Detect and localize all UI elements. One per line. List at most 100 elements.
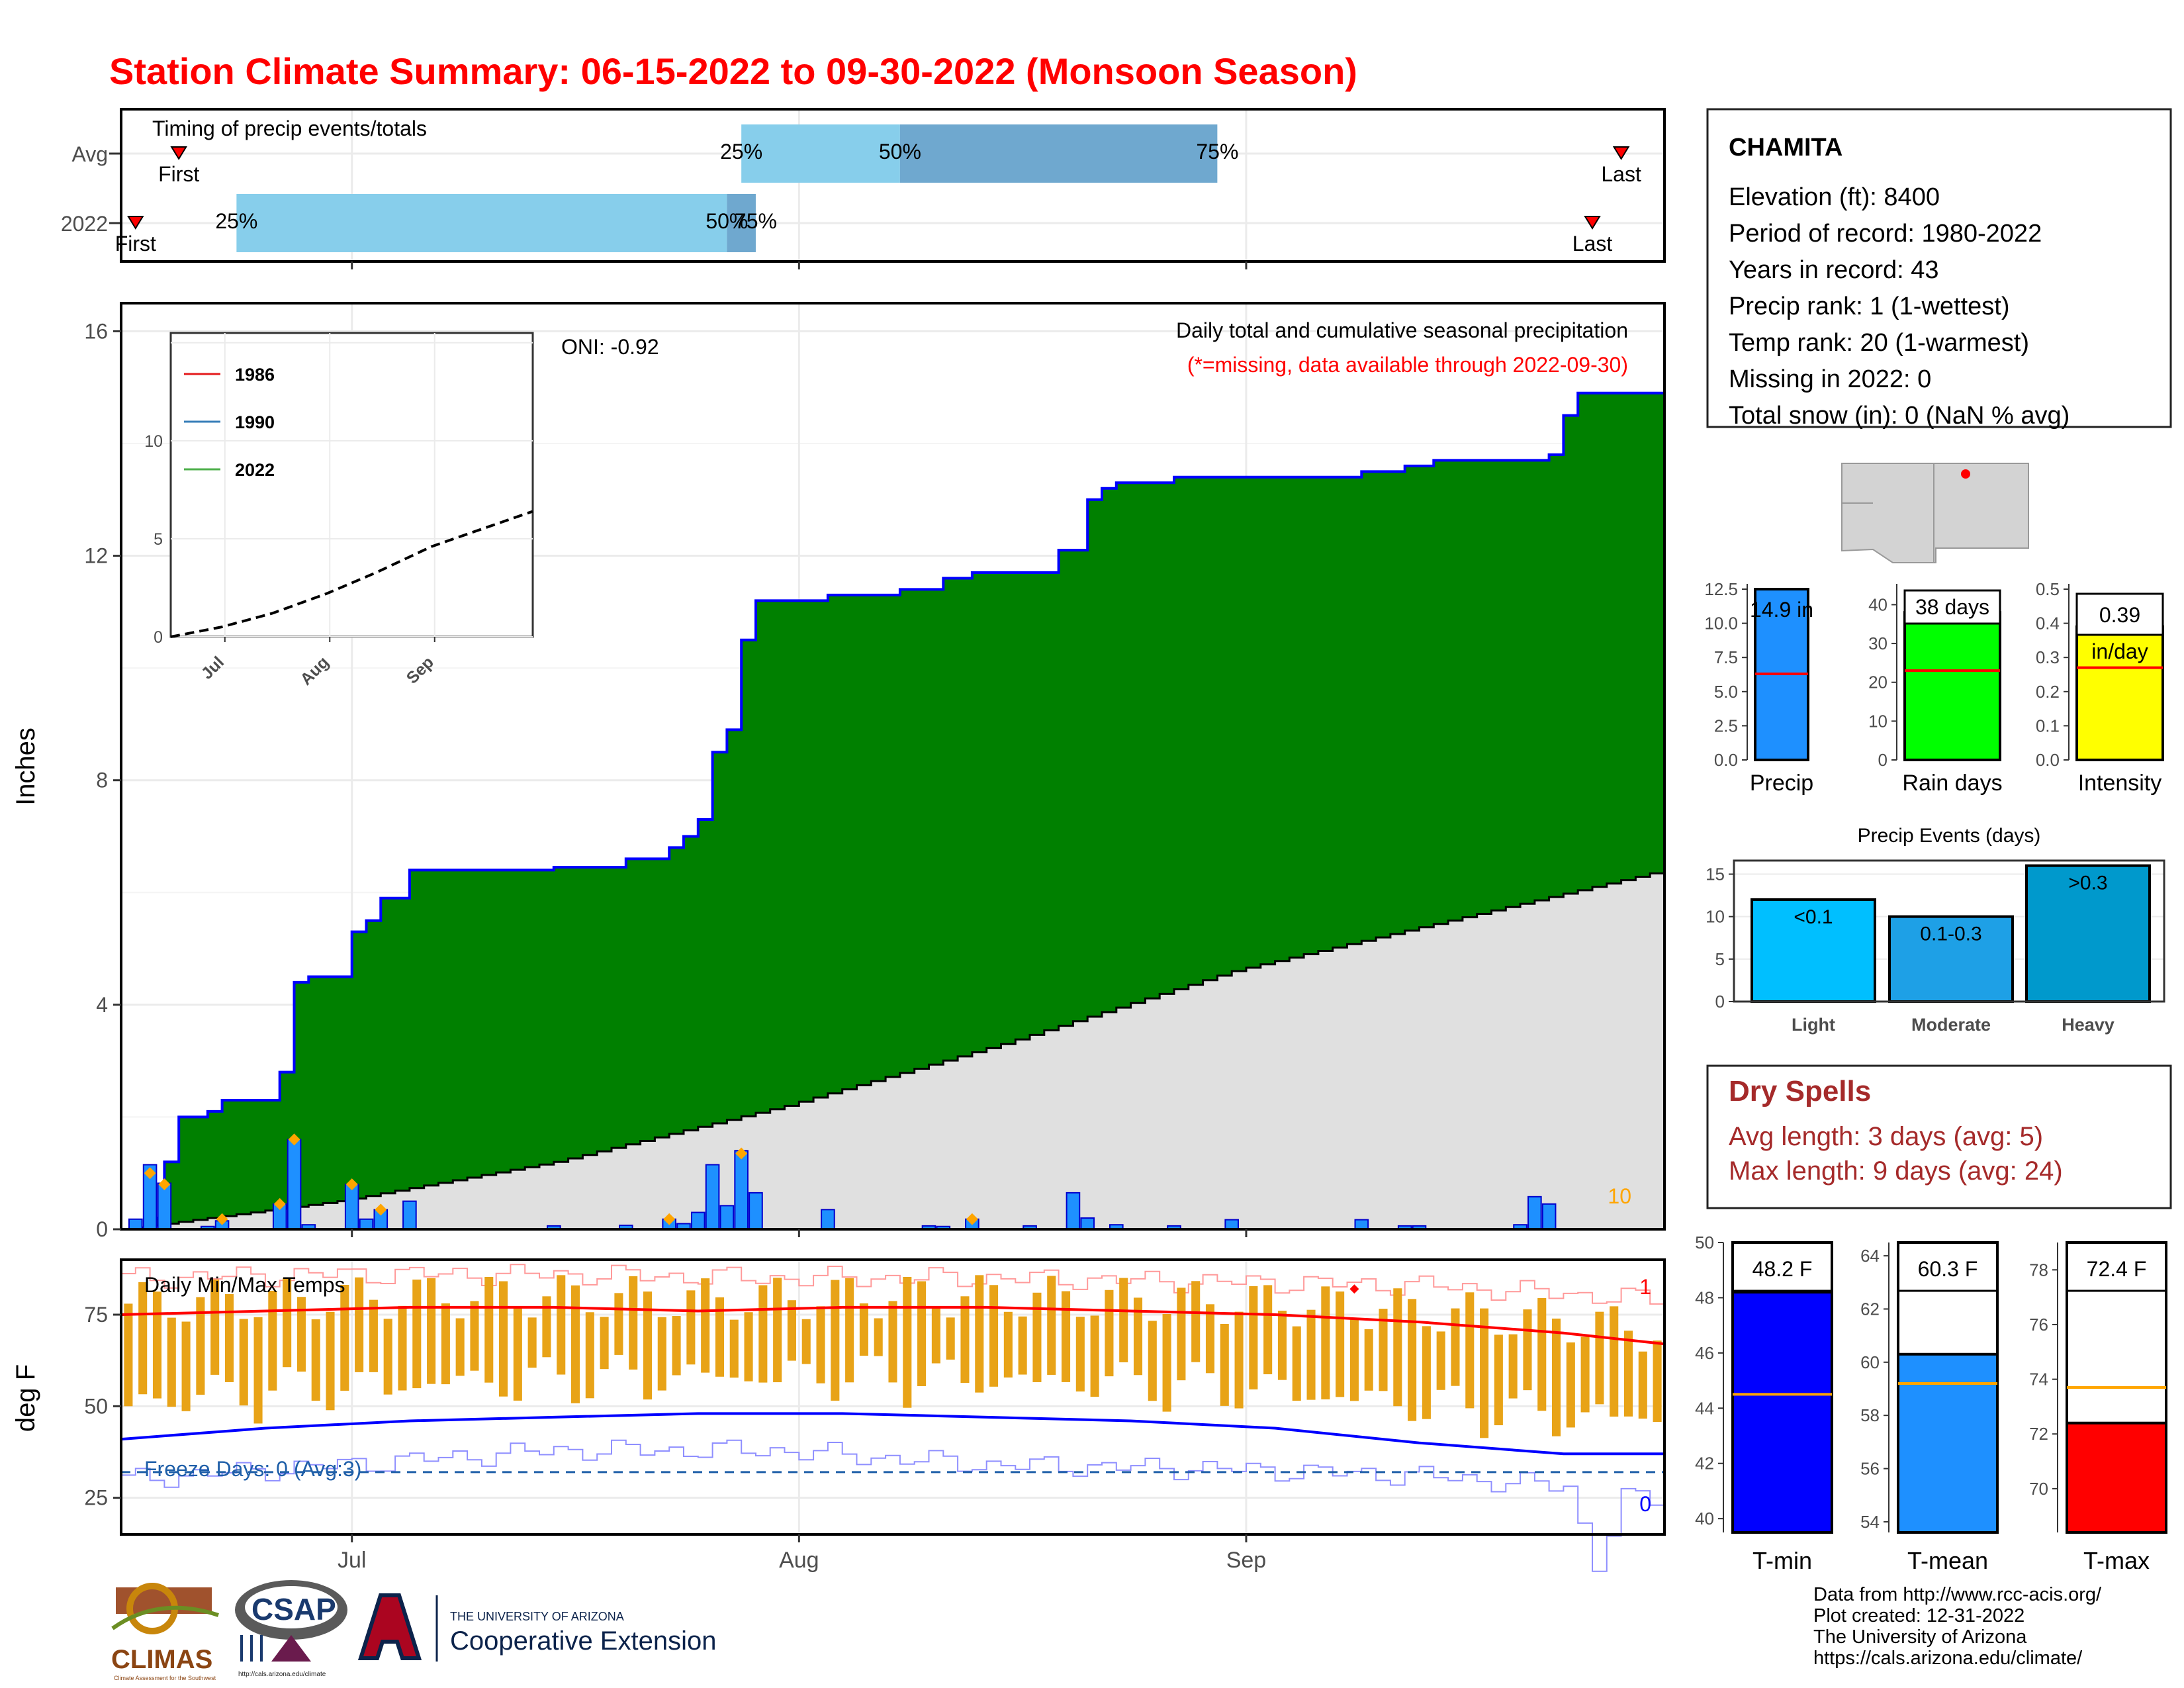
- daily-temp-range-bar: [1032, 1292, 1042, 1382]
- station-detail-line: Total snow (in): 0 (NaN % avg): [1729, 402, 2070, 430]
- temp-gauge-y-tick-label: 50: [1695, 1233, 1714, 1252]
- dry-spells-box: Dry Spells Avg length: 3 days (avg: 5) M…: [1706, 1064, 2172, 1209]
- timing-label-50: 50%: [705, 209, 748, 233]
- precip-panel: 10 Daily total and cumulative seasonal pr…: [11, 302, 1666, 1241]
- daily-temp-range-bar: [1047, 1276, 1056, 1375]
- daily-temp-range-bar: [1436, 1331, 1445, 1390]
- temp-gauge-y-tick-label: 60: [1860, 1352, 1880, 1372]
- daily-temp-range-bar: [816, 1306, 825, 1383]
- daily-temp-range-bar: [239, 1319, 248, 1406]
- precip-marker-dot: [735, 1147, 748, 1160]
- events-bar-1: [1888, 915, 2014, 1004]
- gauge-y-tick-label: 5.0: [1714, 682, 1738, 702]
- events-category-label: Heavy: [2062, 1015, 2115, 1035]
- gauge-y-tick-label: 0.2: [2036, 682, 2060, 702]
- gauge-y-tick-label: 2.5: [1714, 716, 1738, 735]
- temp-gauge-category-label: T-mean: [1907, 1547, 1988, 1574]
- daily-temp-range-bar: [441, 1303, 450, 1385]
- temp-gauge-y-tick-label: 72: [2029, 1424, 2048, 1444]
- timing-label-25: 25%: [215, 209, 257, 233]
- daily-temp-range-bar: [1523, 1309, 1532, 1391]
- inset-y-tick-label: 0: [154, 628, 163, 647]
- gauge-y-tick-label: 0.4: [2036, 614, 2060, 633]
- locator-map: [1841, 463, 2030, 563]
- daily-temp-range-bar: [383, 1319, 392, 1395]
- events-y-tick-label: 15: [1706, 865, 1725, 884]
- daily-temp-range-bar: [499, 1281, 508, 1397]
- daily-temp-range-bar: [946, 1317, 955, 1360]
- timing-last-marker: [1584, 216, 1601, 230]
- temp-y-tick-label: 25: [84, 1486, 108, 1510]
- precip-chart-title: Daily total and cumulative seasonal prec…: [1176, 318, 1628, 342]
- climas-logo-subtitle: Climate Assessment for the Southwest: [114, 1675, 216, 1681]
- footer-line-1: Data from http://www.rcc-acis.org/: [1813, 1584, 2102, 1605]
- timing-label-75: 75%: [1196, 140, 1238, 164]
- temp-gauge-y-tick-label: 56: [1860, 1459, 1880, 1479]
- daily-temp-range-bar: [296, 1297, 306, 1372]
- gauge-y-tick-label: 7.5: [1714, 647, 1738, 667]
- station-detail-line: Temp rank: 20 (1-warmest): [1729, 329, 2029, 357]
- timing-first-marker: [127, 216, 144, 230]
- timing-bar-50-75: [899, 124, 1218, 183]
- daily-temp-range-bar: [1133, 1297, 1143, 1376]
- daily-precip-bar: [287, 1139, 302, 1230]
- daily-temp-range-bar: [686, 1290, 696, 1365]
- month-axis: Jul Aug Sep: [338, 1534, 1266, 1573]
- temp-gauge-y-tick-label: 64: [1860, 1246, 1880, 1266]
- daily-temp-range-bar: [629, 1276, 638, 1370]
- events-frame: [1733, 859, 2165, 1003]
- daily-temp-range-bar: [1220, 1323, 1229, 1406]
- temp-gauge-value-label: 48.2 F: [1752, 1257, 1813, 1281]
- daily-temp-range-bar: [124, 1303, 133, 1407]
- daily-temp-range-bar: [1610, 1306, 1619, 1417]
- daily-temp-range-bar: [1552, 1318, 1561, 1436]
- daily-temp-range-bar: [1408, 1299, 1417, 1421]
- timing-last-marker: [1612, 146, 1630, 160]
- daily-temp-range-bar: [787, 1300, 796, 1361]
- daily-precip-bar: [359, 1218, 374, 1230]
- daily-precip-bar: [821, 1209, 835, 1230]
- daily-temp-range-bar: [455, 1318, 465, 1376]
- daily-temp-range-bar: [917, 1281, 927, 1386]
- daily-temp-range-bar: [1465, 1292, 1475, 1409]
- climas-logo: CLIMAS Climate Assessment for the Southw…: [111, 1583, 219, 1681]
- daily-temp-range-bar: [1234, 1311, 1244, 1409]
- daily-temp-range-bar: [874, 1318, 883, 1356]
- daily-temp-range-bar: [975, 1275, 984, 1393]
- inset-legend-label: 1990: [235, 412, 275, 432]
- inset-y-tick-label: 5: [154, 530, 163, 549]
- daily-temp-range-bar: [657, 1317, 666, 1391]
- daily-precip-bar: [1080, 1217, 1095, 1231]
- precip-marker-dot: [663, 1213, 676, 1225]
- station-detail-line: Precip rank: 1 (1-wettest): [1729, 293, 2009, 320]
- average-precip-line: [121, 870, 1666, 1231]
- precip-marker-dot: [345, 1178, 358, 1191]
- inset-legend-label: 2022: [235, 460, 275, 480]
- daily-temp-range-bar: [1148, 1321, 1157, 1401]
- inset-legend-label: 1986: [235, 365, 275, 385]
- daily-precip-bar: [734, 1150, 749, 1231]
- ua-logo-top-text: THE UNIVERSITY OF ARIZONA: [450, 1610, 624, 1623]
- daily-temp-range-bar: [773, 1278, 782, 1383]
- daily-temp-range-bar: [138, 1282, 148, 1395]
- daily-precip-bar: [1224, 1219, 1239, 1230]
- daily-temp-range-bar: [1393, 1288, 1402, 1407]
- temp-gauge-bar-0: [1731, 1291, 1833, 1534]
- footer-line-4: https://cals.arizona.edu/climate/: [1813, 1648, 2083, 1669]
- daily-temp-range-bar: [398, 1305, 407, 1391]
- temp-gauge-y-tick-label: 40: [1695, 1509, 1714, 1528]
- daily-temp-range-bar: [1494, 1335, 1503, 1426]
- csap-logo: CSAP http://cals.arizona.edu/climate: [235, 1580, 347, 1678]
- temp-gauge-y-tick-label: 70: [2029, 1479, 2048, 1499]
- csap-logo-url: http://cals.arizona.edu/climate: [238, 1671, 326, 1678]
- daily-temp-range-bar: [484, 1276, 494, 1383]
- precip-marker-dot: [288, 1133, 300, 1146]
- temp-gauge-value-label: 60.3 F: [1918, 1257, 1978, 1281]
- month-tick-label: Aug: [779, 1548, 819, 1573]
- record-high-count: 1: [1639, 1275, 1651, 1299]
- timing-first-label: First: [158, 162, 199, 186]
- temp-frame: [120, 1258, 1666, 1536]
- inset-series-line: [170, 510, 533, 638]
- daily-precip-bar: [690, 1211, 705, 1230]
